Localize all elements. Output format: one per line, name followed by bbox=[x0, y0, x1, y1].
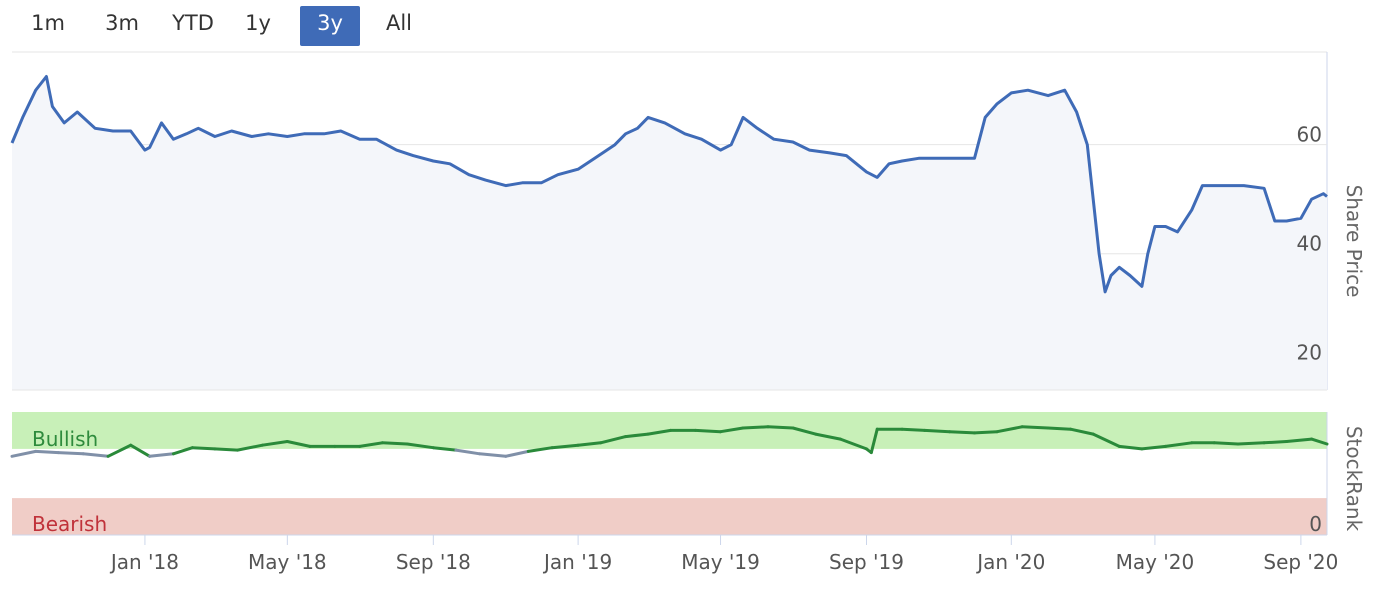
stockrank-axis-title: StockRank bbox=[1342, 426, 1366, 532]
stockrank-line-segment bbox=[1117, 444, 1144, 451]
x-axis-tick-label: Jan '18 bbox=[109, 550, 179, 574]
stockrank-line-segment bbox=[431, 446, 458, 452]
range-button-1y[interactable]: 1y bbox=[245, 11, 271, 35]
x-axis-tick-label: Jan '20 bbox=[975, 550, 1045, 574]
stockrank-line-segment bbox=[719, 426, 745, 434]
stockrank-line-segment bbox=[380, 441, 409, 446]
stockrank-line-segment bbox=[923, 428, 952, 434]
x-axis-tick-label: May '19 bbox=[681, 550, 760, 574]
stockrank-line-segment bbox=[741, 425, 770, 430]
stockrank-line-segment bbox=[900, 427, 927, 432]
stockrank-line-segment bbox=[1212, 441, 1240, 446]
stockrank-line-segment bbox=[129, 443, 152, 458]
stockrank-line-segment bbox=[838, 437, 868, 451]
stockrank-line-segment bbox=[81, 452, 110, 458]
price-area-fill bbox=[12, 76, 1327, 390]
stockrank-line-segment bbox=[260, 440, 289, 447]
price-y-tick-label: 60 bbox=[1297, 123, 1322, 147]
stockrank-line-segment bbox=[148, 452, 175, 458]
stockrank-line-segment bbox=[478, 452, 508, 458]
rank-y-tick-label: 0 bbox=[1309, 512, 1322, 536]
stockrank-line-segment bbox=[106, 443, 133, 458]
stockrank-line-segment bbox=[1140, 444, 1168, 451]
stockrank-line-segment bbox=[358, 441, 384, 448]
stockrank-line-segment bbox=[1091, 432, 1121, 448]
bearish-band-label: Bearish bbox=[32, 512, 107, 536]
stockrank-line-segment bbox=[454, 448, 482, 456]
price-y-tick-label: 20 bbox=[1297, 341, 1322, 365]
stockrank-line-segment bbox=[1285, 437, 1314, 443]
price-y-tick-label: 40 bbox=[1297, 232, 1322, 256]
stockrank-line-segment bbox=[236, 443, 264, 452]
stockrank-line-segment bbox=[814, 432, 842, 441]
x-axis-tick-label: Sep '19 bbox=[829, 550, 904, 574]
stockrank-line-segment bbox=[405, 442, 435, 450]
stockrank-line-segment bbox=[995, 425, 1024, 434]
range-button-ytd[interactable]: YTD bbox=[172, 11, 214, 35]
x-axis-tick-label: Sep '20 bbox=[1263, 550, 1338, 574]
x-axis-tick-label: May '20 bbox=[1116, 550, 1195, 574]
x-axis-tick-label: Jan '19 bbox=[542, 550, 612, 574]
range-button-3y[interactable]: 3y bbox=[300, 6, 360, 46]
stockrank-line-segment bbox=[504, 449, 530, 458]
stockrank-line-segment bbox=[948, 430, 976, 435]
stockrank-line-segment bbox=[576, 441, 603, 447]
stockrank-line-segment bbox=[1020, 425, 1050, 430]
stockrank-line-segment bbox=[34, 449, 60, 455]
stockrank-line-segment bbox=[791, 426, 817, 436]
stockrank-line-segment bbox=[171, 446, 194, 456]
stockrank-line-segment bbox=[1069, 427, 1095, 436]
stockrank-line-segment bbox=[10, 449, 38, 458]
stockrank-line-segment bbox=[869, 427, 879, 455]
stockrank-line-segment bbox=[694, 428, 722, 434]
x-axis-tick-label: Sep '18 bbox=[396, 550, 471, 574]
bearish-band bbox=[12, 498, 1327, 535]
stockrank-line-segment bbox=[646, 428, 673, 436]
stockrank-line-segment bbox=[1310, 437, 1329, 446]
stockrank-line-segment bbox=[1164, 441, 1194, 448]
bullish-band-label: Bullish bbox=[32, 427, 98, 451]
stockrank-line-segment bbox=[766, 425, 795, 430]
stockrank-line-segment bbox=[599, 435, 628, 445]
stockrank-line-segment bbox=[624, 432, 650, 439]
range-button-1m[interactable]: 1m bbox=[31, 11, 65, 35]
range-button-all[interactable]: All bbox=[385, 11, 413, 35]
stockrank-line-segment bbox=[1262, 440, 1289, 445]
stockrank-line-segment bbox=[1046, 426, 1073, 431]
stockrank-line-segment bbox=[213, 447, 239, 452]
stockrank-line-segment bbox=[550, 443, 580, 450]
stockrank-line-segment bbox=[56, 451, 85, 456]
range-button-3m[interactable]: 3m bbox=[105, 11, 139, 35]
stockrank-line-segment bbox=[1236, 441, 1266, 446]
share-price-line bbox=[10, 75, 1328, 294]
stockrank-line-segment bbox=[973, 430, 999, 435]
stockrank-line-segment bbox=[526, 446, 554, 453]
stockrank-line-segment bbox=[190, 446, 217, 451]
x-axis-tick-label: May '18 bbox=[248, 550, 327, 574]
share-price-axis-title: Share Price bbox=[1342, 185, 1366, 298]
stockrank-line-segment bbox=[285, 440, 312, 448]
